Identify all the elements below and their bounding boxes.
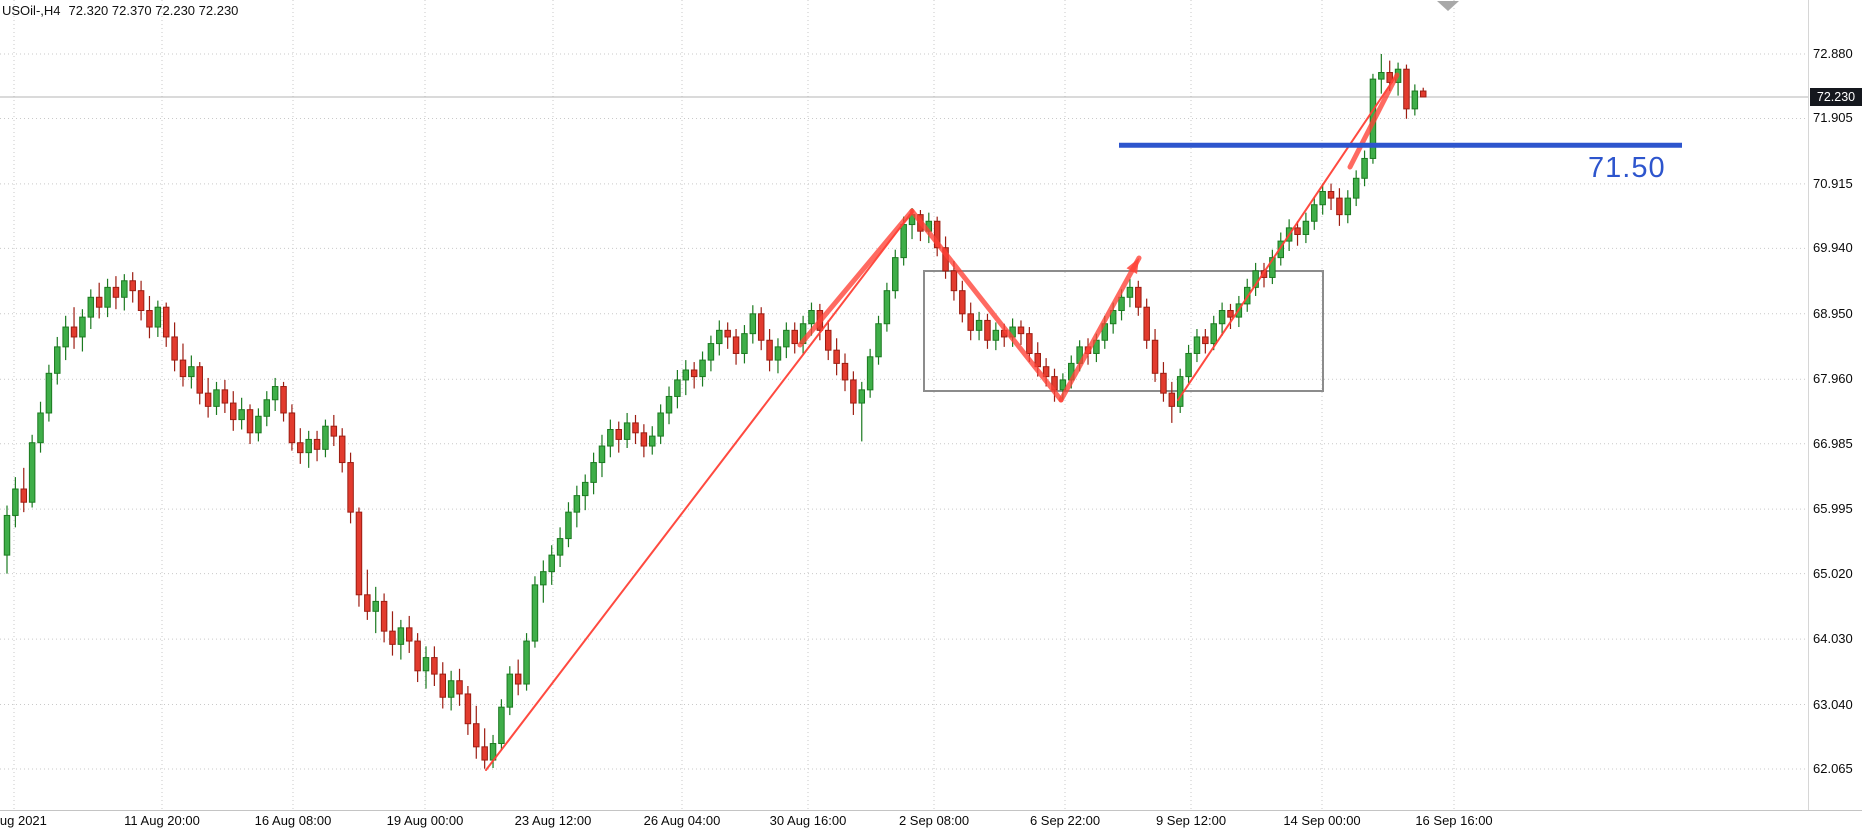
price-axis-separator [1808, 0, 1809, 810]
price-axis-label: 68.950 [1813, 305, 1853, 321]
trendline-impulse-segment-1[interactable] [797, 208, 915, 348]
price-axis-label: 66.985 [1813, 435, 1853, 451]
price-axis-label: 70.915 [1813, 175, 1853, 191]
time-axis-label: 16 Aug 08:00 [254, 813, 332, 828]
time-axis-label: 19 Aug 00:00 [386, 813, 464, 828]
trendline-rally-trendline-2[interactable] [1177, 75, 1397, 401]
price-axis-label: 69.940 [1813, 240, 1853, 256]
trendline-rally-trendline-1[interactable] [485, 211, 913, 771]
price-axis[interactable]: 72.880 71.905 70.915 69.940 68.950 67.960 66.9… [1813, 0, 1862, 810]
scroll-to-end-marker-icon [1437, 1, 1459, 11]
trendline-impulse-segment-2[interactable] [1347, 72, 1400, 170]
current-price-tag: 72.230 [1810, 87, 1862, 106]
time-axis-label: 26 Aug 04:00 [643, 813, 721, 828]
time-axis-label: 11 Aug 20:00 [124, 813, 200, 828]
price-axis-label: 72.880 [1813, 46, 1853, 61]
ohlc-header: USOil-,H4 72.320 72.370 72.230 72.230 [2, 3, 238, 18]
symbol-period-label: USOil-,H4 [2, 3, 61, 18]
time-axis-label: 6 Sep 22:00 [1029, 813, 1101, 828]
time-axis-label: 16 Sep 16:00 [1415, 813, 1493, 828]
time-axis-label: 30 Aug 16:00 [769, 813, 847, 828]
price-axis-label: 67.960 [1813, 371, 1853, 387]
time-axis-label: 9 Aug 2021 [0, 813, 47, 828]
time-axis-label: 14 Sep 00:00 [1283, 813, 1361, 828]
time-axis-separator [0, 810, 1862, 811]
time-axis-label: 9 Sep 12:00 [1155, 813, 1227, 828]
price-axis-label: 63.040 [1813, 696, 1853, 712]
time-axis[interactable]: 9 Aug 2021 11 Aug 20:00 16 Aug 08:00 19 Aug… [0, 813, 1862, 829]
level-label-71-50[interactable]: 71.50 [1588, 152, 1666, 184]
current-price-value: 72.230 [1816, 89, 1856, 104]
price-axis-label: 65.995 [1813, 501, 1853, 517]
trendline-correction-segment[interactable] [909, 208, 1064, 403]
grid [0, 0, 1808, 810]
trendline-projection-arrow[interactable] [1058, 255, 1142, 403]
arrowhead-icon [1126, 258, 1139, 275]
ohlc-values: 72.320 72.370 72.230 72.230 [68, 3, 239, 18]
price-axis-label: 62.065 [1813, 760, 1853, 776]
candles-layer [3, 54, 1427, 769]
price-axis-label: 71.905 [1813, 110, 1853, 126]
time-axis-label: 2 Sep 08:00 [898, 813, 970, 828]
price-axis-label: 65.020 [1813, 565, 1853, 581]
trendlines-layer [485, 72, 1400, 771]
consolidation-range-box[interactable] [923, 270, 1324, 392]
price-axis-label: 64.030 [1813, 631, 1853, 647]
time-axis-label: 23 Aug 12:00 [514, 813, 592, 828]
